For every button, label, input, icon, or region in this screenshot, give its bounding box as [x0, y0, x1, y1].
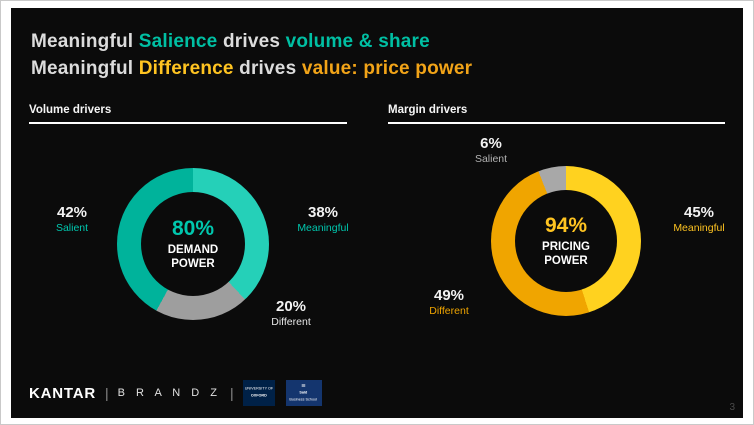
slide-background: Meaningful Salience drives volume & shar…	[11, 8, 743, 418]
meaningful-label: Meaningful	[673, 222, 725, 235]
title-text: drives	[217, 31, 286, 52]
volume-drivers-header: Volume drivers	[29, 104, 112, 116]
title-text: drives	[233, 58, 302, 79]
said-chevron-icon: ≡	[301, 381, 306, 391]
title-text: Meaningful	[31, 58, 139, 79]
demand-power-label: DEMAND POWER	[167, 243, 219, 271]
kantar-logo: KANTAR	[29, 384, 97, 402]
salient-pct: 6%	[480, 135, 502, 152]
different-pct: 49%	[433, 287, 465, 304]
meaningful-pct: 45%	[683, 204, 715, 221]
oxford-logo-line1: UNIVERSITY OF	[244, 387, 273, 392]
margin-drivers-header: Margin drivers	[388, 104, 468, 116]
pricing-power-value: 94%	[544, 213, 588, 237]
title-highlight-volume-share: volume & share	[285, 31, 430, 52]
title-highlight-salience: Salience	[138, 31, 218, 52]
demand-callout-meaningful: 38% Meaningful	[283, 204, 363, 234]
margin-drivers-rule	[388, 122, 725, 124]
oxford-university-logo: UNIVERSITY OF OXFORD	[242, 380, 275, 406]
title-line-1: Meaningful Salience drives volume & shar…	[31, 28, 472, 55]
volume-drivers-rule	[29, 122, 347, 124]
title-line-2: Meaningful Difference drives value: pric…	[31, 55, 472, 82]
title-highlight-price-power: value: price power	[301, 58, 473, 79]
salient-label: Salient	[474, 153, 508, 166]
pricing-power-donut: 94% PRICING POWER	[491, 166, 641, 316]
pricing-callout-different: 49% Different	[413, 287, 485, 317]
different-label: Different	[429, 305, 469, 318]
meaningful-pct: 38%	[307, 204, 339, 221]
salient-label: Salient	[55, 222, 89, 235]
pricing-power-donut-hole: 94% PRICING POWER	[515, 190, 617, 292]
pricing-callout-salient: 6% Salient	[459, 135, 523, 165]
salient-pct: 42%	[56, 204, 88, 221]
oxford-logo-line2: OXFORD	[250, 394, 267, 398]
demand-power-donut: 80% DEMAND POWER	[117, 168, 269, 320]
title-highlight-difference: Difference	[138, 58, 234, 79]
brandz-logo: B R A N D Z	[117, 387, 221, 399]
demand-callout-salient: 42% Salient	[37, 204, 107, 234]
footer-separator: |	[105, 385, 109, 401]
title-text: Meaningful	[31, 31, 139, 52]
slide-title: Meaningful Salience drives volume & shar…	[31, 28, 472, 82]
pricing-power-label: PRICING POWER	[542, 240, 590, 268]
said-business-school-logo: ≡ Saïd Business School	[285, 380, 322, 406]
footer: KANTAR | B R A N D Z | UNIVERSITY OF OXF…	[29, 380, 322, 406]
said-logo-line2: Business School	[289, 398, 318, 402]
different-label: Different	[271, 316, 311, 329]
demand-power-donut-hole: 80% DEMAND POWER	[141, 192, 245, 296]
said-logo-line1: Saïd	[299, 391, 308, 396]
different-pct: 20%	[275, 298, 307, 315]
footer-separator: |	[229, 385, 234, 401]
page-number: 3	[729, 402, 735, 413]
demand-power-value: 80%	[171, 216, 215, 240]
demand-callout-different: 20% Different	[251, 298, 331, 328]
pricing-callout-meaningful: 45% Meaningful	[659, 204, 739, 234]
meaningful-label: Meaningful	[297, 222, 349, 235]
